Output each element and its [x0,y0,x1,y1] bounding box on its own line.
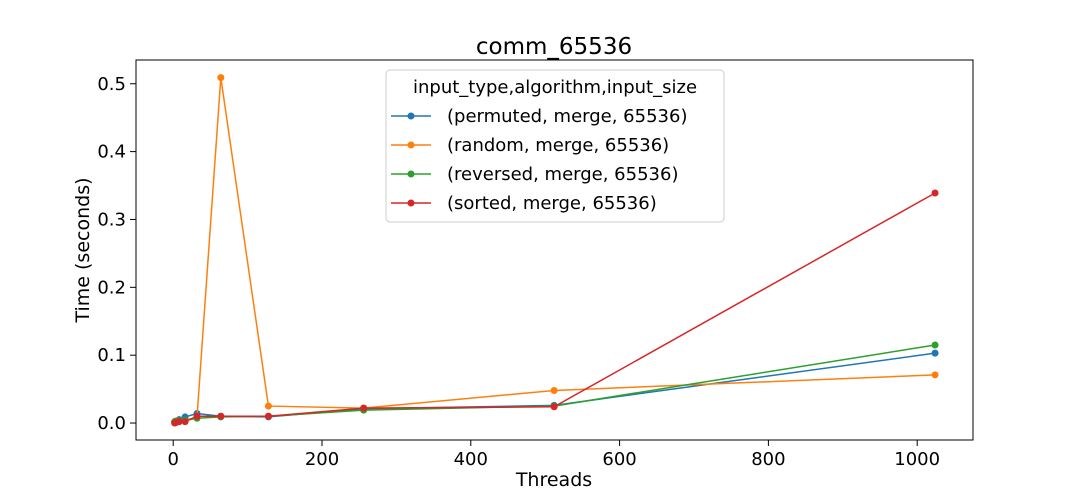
y-tick-label: 0.2 [97,277,126,298]
x-tick-label: 0 [167,449,178,470]
y-tick-label: 0.0 [97,413,126,434]
data-point [550,403,558,411]
x-tick-label: 600 [602,449,636,470]
legend-entry: (permuted, merge, 65536) [391,106,687,127]
y-axis-label: Time (seconds) [72,177,94,323]
data-point [217,74,225,82]
data-point [181,418,189,426]
data-point [931,341,939,349]
legend-entry: (random, merge, 65536) [391,135,669,156]
x-tick-label: 800 [751,449,785,470]
legend-frame [385,69,725,223]
legend: input_type,algorithm,input_size (permute… [385,69,725,223]
chart-title: comm_65536 [476,34,632,60]
legend-label: (reversed, merge, 65536) [447,164,678,185]
y-axis: 0.0 0.1 0.2 0.3 0.4 0.5 [97,74,136,434]
data-point [550,386,558,394]
legend-marker [407,112,415,120]
legend-marker [407,170,415,178]
x-tick-label: 200 [305,449,339,470]
series-layer [171,74,939,427]
legend-marker [407,199,415,207]
data-point [931,371,939,379]
data-point [264,412,272,420]
x-axis: 0 200 400 600 800 1000 [167,440,940,470]
plot-area [135,59,974,441]
data-point [931,349,939,357]
legend-label: (random, merge, 65536) [447,135,669,156]
y-tick-label: 0.1 [97,345,126,366]
y-tick-label: 0.3 [97,209,126,230]
legend-entries: (permuted, merge, 65536) (random, merge, … [391,106,687,214]
legend-entry: (reversed, merge, 65536) [391,164,678,185]
x-tick-label: 400 [454,449,488,470]
x-tick-label: 1000 [894,449,940,470]
legend-title: input_type,algorithm,input_size [413,77,697,98]
legend-entry: (sorted, merge, 65536) [391,193,657,214]
series-3 [171,189,939,427]
y-tick-label: 0.4 [97,142,126,163]
x-axis-label: Threads [515,469,592,491]
legend-marker [407,141,415,149]
y-tick-label: 0.5 [97,74,126,95]
legend-label: (sorted, merge, 65536) [447,193,657,214]
data-point [931,189,939,197]
legend-label: (permuted, merge, 65536) [447,106,687,127]
data-point [217,412,225,420]
data-point [175,418,183,426]
data-point [264,402,272,410]
data-point [193,412,201,420]
data-point [360,404,368,412]
